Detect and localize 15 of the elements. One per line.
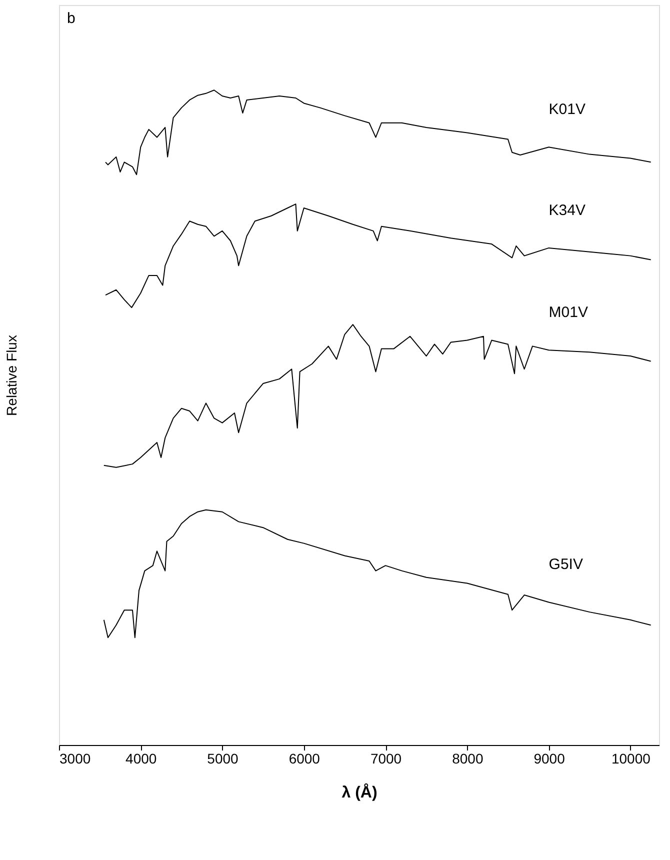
y-axis-title: Relative Flux — [4, 335, 20, 416]
x-tick-label: 3000 — [60, 750, 91, 766]
text: b — [67, 10, 76, 27]
series-label: K01V — [548, 101, 586, 118]
x-tick-label: 6000 — [288, 750, 320, 766]
x-tick-label: 4000 — [126, 750, 157, 766]
series-label: G5IV — [548, 556, 583, 574]
x-tick-label: 5000 — [207, 750, 239, 766]
x-tick-label: 8000 — [452, 750, 484, 766]
x-tick-label: 9000 — [534, 750, 566, 766]
x-tick-label: 10000 — [611, 750, 651, 766]
x-tick-label: 7000 — [370, 750, 402, 766]
x-axis-title: λ (Å) — [342, 782, 378, 802]
series-label: K34V — [548, 202, 586, 219]
series-label: M01V — [548, 304, 588, 322]
